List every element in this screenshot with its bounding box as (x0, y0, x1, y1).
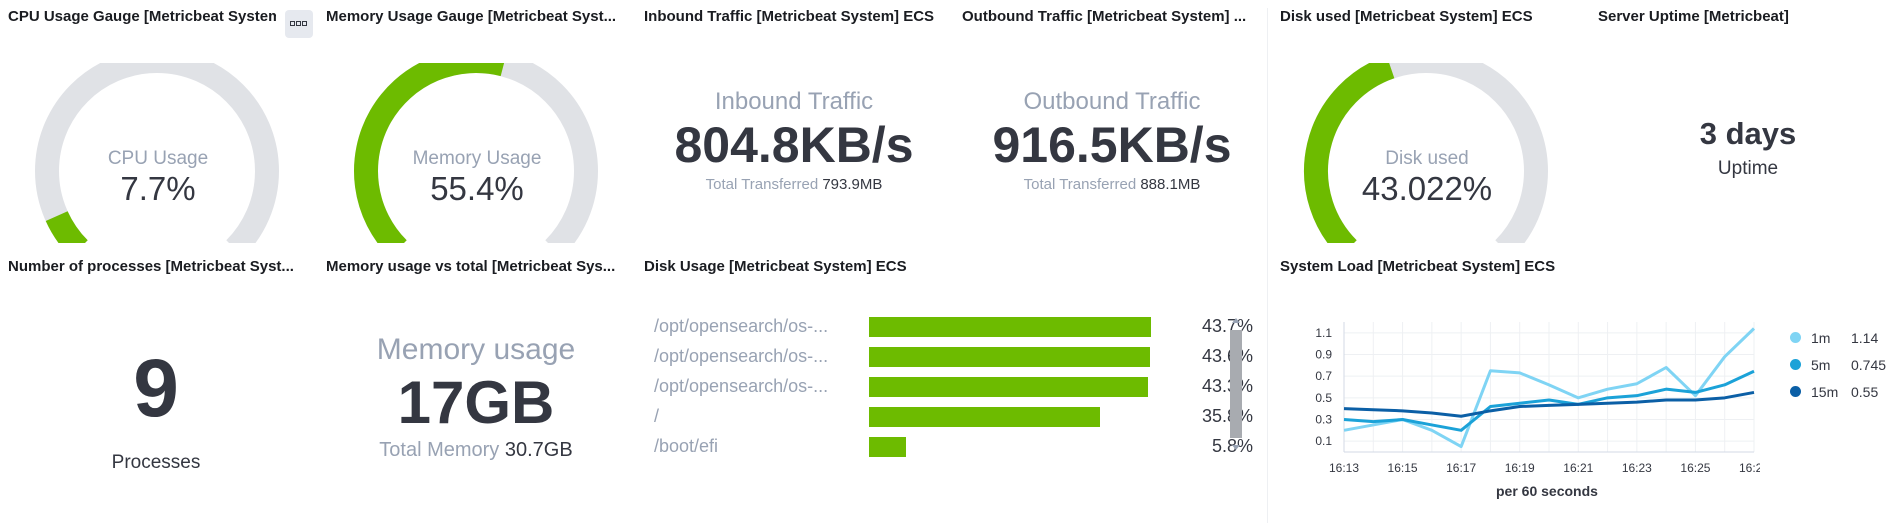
panel-title: Inbound Traffic [Metricbeat System] ECS (644, 8, 935, 25)
x-tick-label: 16:13 (1329, 461, 1359, 475)
panel-title: Outbound Traffic [Metricbeat System] ... (962, 8, 1247, 25)
panel-options-button[interactable] (285, 10, 313, 38)
disk-usage-bar (869, 407, 1101, 427)
disk-usage-bar (869, 347, 1151, 367)
y-tick-label: 0.7 (1315, 369, 1332, 383)
chart-xlabel: per 60 seconds (1496, 483, 1598, 499)
metric-label: Memory usage (376, 333, 576, 366)
disk-usage-bar (869, 437, 907, 457)
legend-name: 1m (1811, 330, 1831, 346)
legend-dot (1790, 386, 1801, 397)
x-tick-label: 16:25 (1680, 461, 1710, 475)
x-tick-label: 16:27 (1739, 461, 1760, 475)
uptime-label: Uptime (1717, 158, 1779, 179)
sub-label: Total Transferred (705, 176, 819, 193)
series-line-1m (1343, 327, 1756, 449)
metric-value: 17GB (397, 369, 555, 436)
x-tick-label: 16:21 (1563, 461, 1593, 475)
metric-value: 916.5KB/s (992, 117, 1232, 173)
cpu-gauge-panel: CPU Usage Gauge [Metricbeat System]... C… (8, 8, 308, 248)
legend-value: 1.14 (1851, 330, 1879, 346)
memory-gauge-fill (354, 63, 505, 243)
cpu-gauge-fill (45, 210, 88, 243)
sub-value: 30.7GB (504, 439, 573, 461)
x-tick-label: 16:15 (1388, 461, 1418, 475)
x-tick-label: 16:19 (1505, 461, 1535, 475)
gauge-value: 43.022% (1361, 170, 1493, 207)
series-line-5m (1343, 369, 1755, 432)
disk-usage-bar (869, 317, 1151, 337)
legend-item[interactable]: 15m 0.55 (1790, 384, 1878, 400)
disk-usage-percent: 5.8% (1211, 436, 1253, 456)
inbound-traffic-panel: Inbound Traffic [Metricbeat System] ECS … (644, 8, 944, 248)
system-load-chart: 0.1 0.3 0.5 0.7 0.9 1.1 16:13 16:15 16:17 16:19 16… (1315, 322, 1760, 475)
metric-value: 804.8KB/s (674, 117, 914, 173)
x-tick-label: 16:23 (1622, 461, 1652, 475)
uptime-value: 3 days (1699, 116, 1797, 151)
uptime-panel: Server Uptime [Metricbeat] 3 days Uptime (1598, 8, 1898, 248)
cpu-gauge (35, 63, 279, 243)
metric-label: Inbound Traffic (714, 88, 874, 115)
outbound-traffic-panel: Outbound Traffic [Metricbeat System] ...… (962, 8, 1262, 248)
panel-title: System Load [Metricbeat System] ECS (1280, 258, 1556, 275)
legend-name: 5m (1811, 357, 1831, 373)
sub-label: Total Memory (379, 439, 500, 461)
legend-item[interactable]: 1m 1.14 (1790, 330, 1878, 346)
panel-title: Memory Usage Gauge [Metricbeat Syst... (326, 8, 616, 25)
legend-name: 15m (1811, 384, 1839, 400)
disk-mount-label: /boot/efi (654, 436, 719, 456)
gauge-label: Memory Usage (412, 148, 542, 169)
system-load-panel: System Load [Metricbeat System] ECS (1280, 258, 1900, 518)
disk-used-gauge-panel: Disk used [Metricbeat System] ECS Disk u… (1280, 8, 1580, 248)
panel-title: Server Uptime [Metricbeat] (1598, 8, 1789, 25)
disk-mount-label: /opt/opensearch/os-... (654, 346, 829, 366)
legend-value: 0.745 (1851, 357, 1887, 373)
panel-title: Number of processes [Metricbeat Syst... (8, 258, 294, 275)
sub-value: 888.1MB (1140, 176, 1201, 193)
series-line-15m (1343, 390, 1755, 418)
panel-title: CPU Usage Gauge [Metricbeat System]... (8, 8, 276, 25)
options-icon (290, 21, 307, 26)
sub-value: 793.9MB (822, 176, 883, 193)
column-divider (1267, 8, 1268, 523)
memory-gauge (354, 63, 598, 243)
legend-dot (1790, 332, 1801, 343)
legend-value: 0.55 (1851, 384, 1879, 400)
disk-mount-label: /opt/opensearch/os-... (654, 316, 829, 336)
disk-used-gauge-fill (1304, 63, 1395, 243)
sub-label: Total Transferred (1023, 176, 1137, 193)
metric-label: Outbound Traffic (1023, 88, 1201, 115)
gauge-value: 7.7% (120, 170, 196, 207)
x-tick-label: 16:17 (1446, 461, 1476, 475)
scroll-thumb (1230, 330, 1242, 438)
process-label: Processes (111, 452, 201, 473)
gauge-label: CPU Usage (107, 148, 209, 169)
processes-panel: Number of processes [Metricbeat Syst... … (8, 258, 308, 518)
disk-mount-label: /opt/opensearch/os-... (654, 376, 829, 396)
y-tick-label: 0.3 (1315, 413, 1332, 427)
y-tick-label: 1.1 (1315, 326, 1332, 340)
process-count: 9 (133, 343, 179, 434)
panel-title: Disk used [Metricbeat System] ECS (1280, 8, 1533, 25)
scroll-down-icon (1232, 445, 1240, 450)
disk-usage-scrollbar[interactable] (1228, 316, 1244, 452)
legend-dot (1790, 359, 1801, 370)
disk-mount-label: / (654, 406, 660, 426)
legend-item[interactable]: 5m 0.745 (1790, 357, 1886, 373)
disk-usage-bar (869, 377, 1149, 397)
y-tick-label: 0.1 (1315, 434, 1332, 448)
panel-title: Disk Usage [Metricbeat System] ECS (644, 258, 907, 275)
y-tick-label: 0.9 (1315, 348, 1332, 362)
disk-used-gauge (1304, 63, 1548, 243)
gauge-value: 55.4% (430, 170, 524, 207)
memory-total-panel: Memory usage vs total [Metricbeat Sys...… (326, 258, 626, 518)
panel-title: Memory usage vs total [Metricbeat Sys... (326, 258, 616, 275)
gauge-label: Disk used (1385, 148, 1469, 169)
memory-gauge-panel: Memory Usage Gauge [Metricbeat Syst... M… (326, 8, 626, 248)
y-tick-label: 0.5 (1315, 391, 1332, 405)
disk-usage-panel: Disk Usage [Metricbeat System] ECS (644, 258, 1244, 518)
scroll-up-icon (1232, 318, 1240, 323)
